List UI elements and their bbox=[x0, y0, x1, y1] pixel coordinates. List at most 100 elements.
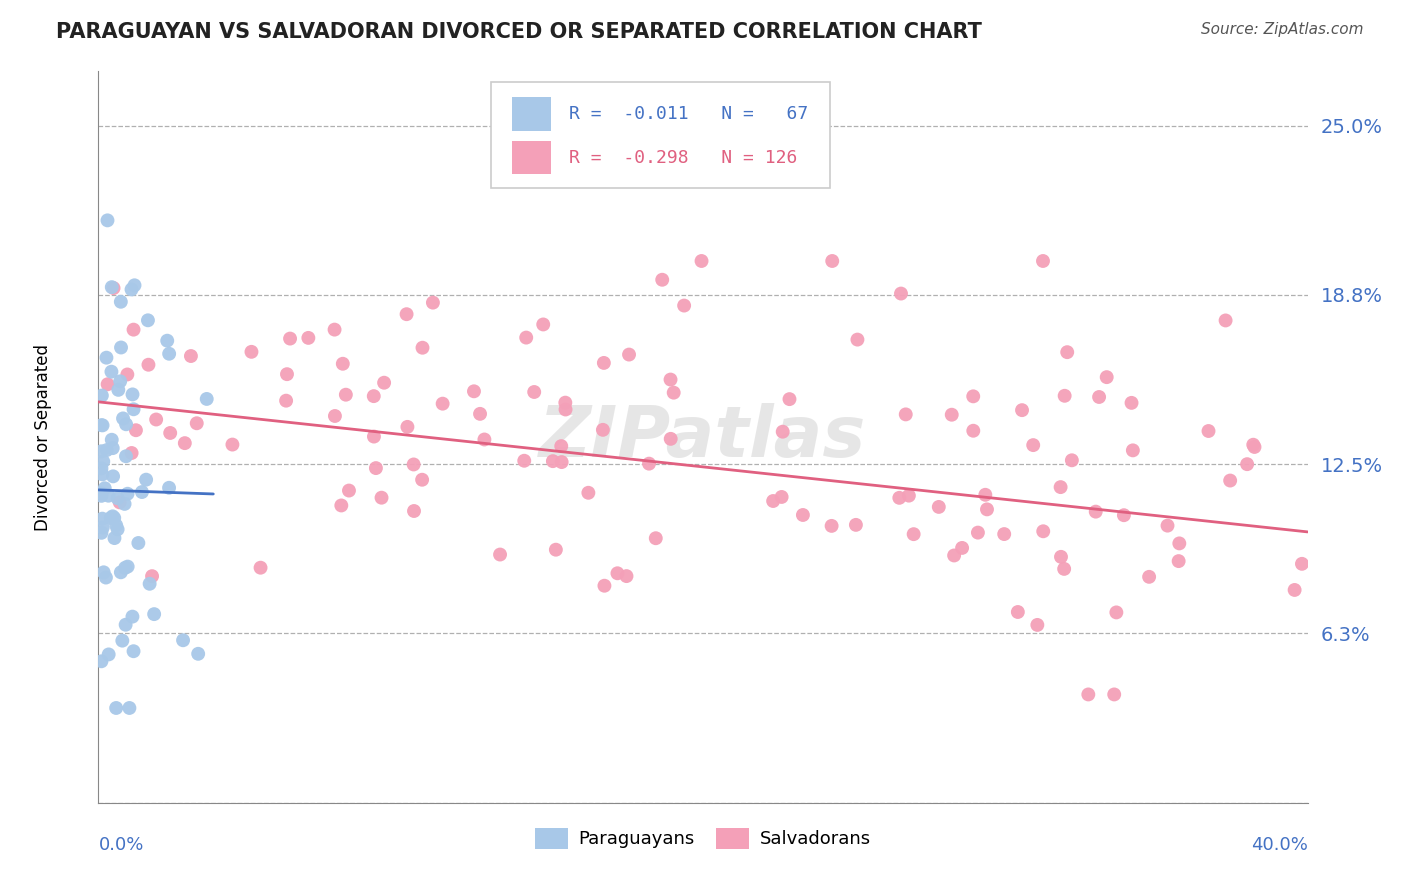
Point bbox=[950, 541, 973, 555]
Point bbox=[278, 332, 301, 346]
Point bbox=[90, 461, 112, 475]
Point bbox=[370, 491, 392, 505]
Text: ZIPatlas: ZIPatlas bbox=[540, 402, 866, 472]
Point bbox=[962, 424, 984, 438]
Point bbox=[592, 423, 614, 437]
Point bbox=[101, 441, 124, 455]
Point bbox=[117, 487, 139, 501]
Point bbox=[651, 273, 673, 287]
Point bbox=[1088, 390, 1111, 404]
Point bbox=[762, 494, 785, 508]
Point bbox=[118, 701, 141, 715]
Point bbox=[105, 701, 128, 715]
Point bbox=[122, 644, 145, 658]
Point bbox=[395, 307, 418, 321]
Point bbox=[531, 318, 554, 332]
Point bbox=[941, 408, 963, 422]
Point bbox=[97, 377, 120, 392]
Point bbox=[1243, 440, 1265, 454]
Point bbox=[91, 467, 114, 482]
Point bbox=[221, 437, 243, 451]
FancyBboxPatch shape bbox=[492, 82, 830, 188]
Point bbox=[159, 425, 181, 440]
Point bbox=[90, 489, 112, 503]
Point bbox=[1236, 457, 1258, 471]
Point bbox=[432, 397, 454, 411]
Point bbox=[103, 281, 125, 295]
Point bbox=[967, 525, 990, 540]
Point bbox=[323, 409, 346, 423]
Point bbox=[100, 365, 122, 379]
Point bbox=[1105, 606, 1128, 620]
Point bbox=[474, 433, 496, 447]
Point bbox=[114, 561, 136, 575]
Point bbox=[122, 402, 145, 417]
Point bbox=[468, 407, 491, 421]
Point bbox=[180, 349, 202, 363]
Point bbox=[138, 358, 160, 372]
Point bbox=[100, 433, 122, 447]
Point bbox=[105, 518, 128, 533]
Point bbox=[93, 566, 115, 580]
Point bbox=[156, 334, 179, 348]
FancyBboxPatch shape bbox=[512, 97, 551, 130]
Point bbox=[1122, 443, 1144, 458]
Point bbox=[402, 504, 425, 518]
Point bbox=[1060, 453, 1083, 467]
Point bbox=[373, 376, 395, 390]
Point bbox=[897, 489, 920, 503]
Point bbox=[91, 520, 114, 534]
Point bbox=[638, 457, 661, 471]
Point bbox=[1050, 549, 1073, 564]
Point bbox=[297, 331, 319, 345]
Point bbox=[94, 570, 117, 584]
Point bbox=[659, 373, 682, 387]
Text: 0.0%: 0.0% bbox=[98, 836, 143, 854]
Point bbox=[974, 488, 997, 502]
Point bbox=[96, 351, 118, 365]
Point bbox=[114, 497, 136, 511]
Point bbox=[1022, 438, 1045, 452]
Point bbox=[90, 525, 112, 540]
Point bbox=[821, 254, 844, 268]
Point bbox=[846, 333, 869, 347]
Point bbox=[1056, 345, 1078, 359]
Point bbox=[101, 509, 124, 524]
Point bbox=[127, 536, 149, 550]
Point bbox=[1032, 524, 1054, 539]
Point bbox=[554, 395, 576, 409]
Point bbox=[107, 491, 129, 506]
Point bbox=[1198, 424, 1220, 438]
Point bbox=[136, 313, 159, 327]
Point bbox=[112, 411, 135, 425]
Point bbox=[107, 522, 129, 536]
Point bbox=[976, 502, 998, 516]
Point bbox=[108, 495, 131, 509]
Point bbox=[103, 511, 125, 525]
Point bbox=[1095, 370, 1118, 384]
Point bbox=[943, 549, 966, 563]
Point bbox=[820, 519, 842, 533]
Text: PARAGUAYAN VS SALVADORAN DIVORCED OR SEPARATED CORRELATION CHART: PARAGUAYAN VS SALVADORAN DIVORCED OR SEP… bbox=[56, 22, 983, 42]
Point bbox=[1156, 518, 1178, 533]
Point bbox=[110, 341, 132, 355]
Point bbox=[90, 444, 112, 458]
Point bbox=[111, 633, 134, 648]
Point bbox=[110, 566, 132, 580]
Point bbox=[1112, 508, 1135, 523]
Point bbox=[115, 417, 138, 432]
Point bbox=[1137, 570, 1160, 584]
Point bbox=[186, 417, 208, 431]
Point bbox=[523, 384, 546, 399]
Point bbox=[662, 385, 685, 400]
Point bbox=[114, 617, 136, 632]
Point bbox=[644, 531, 666, 545]
Text: R =  -0.011   N =   67: R = -0.011 N = 67 bbox=[569, 104, 808, 123]
Point bbox=[173, 436, 195, 450]
Point bbox=[690, 254, 713, 268]
Point bbox=[157, 481, 180, 495]
Point bbox=[141, 569, 163, 583]
Point bbox=[1291, 557, 1313, 571]
Point bbox=[1049, 480, 1071, 494]
Point bbox=[889, 491, 911, 505]
